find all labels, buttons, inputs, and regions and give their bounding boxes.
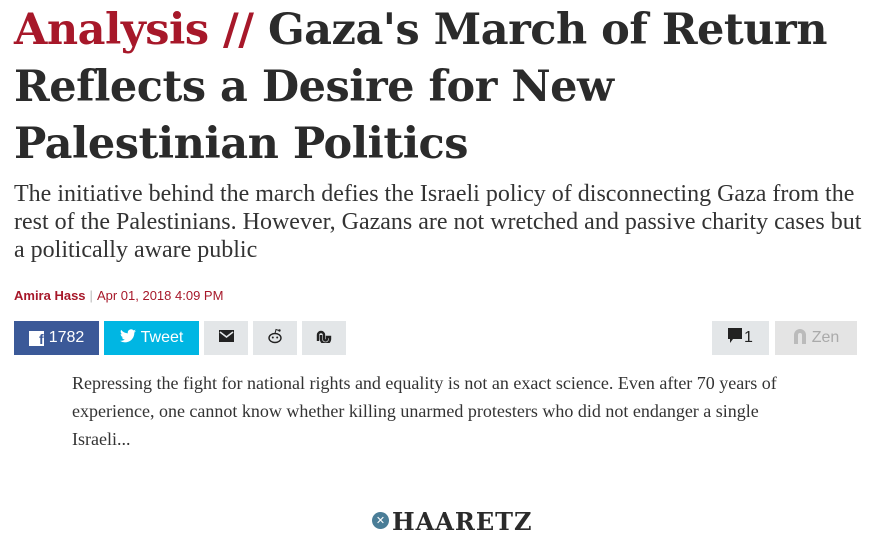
stumbleupon-icon [316, 329, 332, 348]
section-kicker[interactable]: Analysis // [14, 5, 254, 55]
zen-icon [793, 328, 807, 349]
tweet-label: Tweet [140, 329, 184, 346]
byline-separator: | [89, 288, 93, 303]
twitter-icon [119, 328, 136, 348]
comments-count: 1 [744, 329, 753, 346]
tweet-button[interactable]: Tweet [104, 321, 199, 355]
headline: Gaza's March of Return Reflects a Desire… [14, 5, 827, 169]
zen-mode-button[interactable]: Zen [775, 321, 857, 355]
facebook-share-count: 1782 [48, 329, 85, 346]
email-share-button[interactable] [204, 321, 248, 355]
zen-label: Zen [811, 329, 840, 346]
comment-icon [728, 328, 743, 348]
haaretz-logo-icon: ✕ [372, 512, 389, 529]
author-link[interactable]: Amira Hass [14, 288, 86, 303]
haaretz-logo[interactable]: ✕ HAARETZ [372, 508, 533, 536]
publish-date: Apr 01, 2018 4:09 PM [96, 288, 224, 303]
reddit-icon [266, 328, 284, 349]
logo-text: HAARETZ [392, 508, 533, 536]
facebook-share-button[interactable]: f 1782 [14, 321, 99, 355]
stumbleupon-share-button[interactable] [302, 321, 346, 355]
comments-button[interactable]: 1 [712, 321, 769, 355]
mail-icon [218, 329, 234, 347]
facebook-icon: f [28, 330, 44, 347]
article-title: Analysis // Gaza's March of Return Refle… [14, 2, 864, 173]
reddit-share-button[interactable] [253, 321, 297, 355]
article-subtitle: The initiative behind the march defies t… [14, 181, 862, 263]
article-excerpt: Repressing the fight for national rights… [72, 373, 777, 449]
byline: Amira Hass | Apr 01, 2018 4:09 PM [14, 288, 223, 303]
